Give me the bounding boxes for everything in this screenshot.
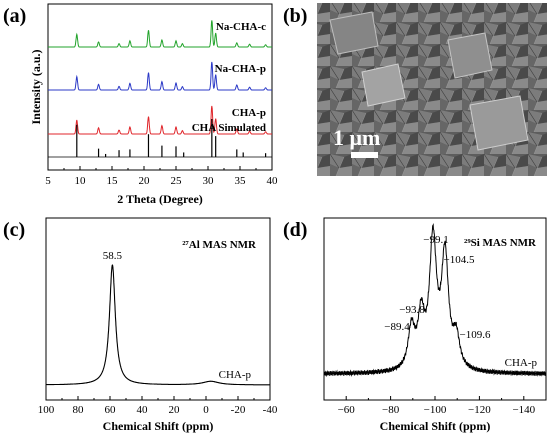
si-nmr-xtick-label: −80 <box>382 404 400 416</box>
si-nmr-spectrum-line <box>323 222 547 378</box>
al-nmr-xlabel: Chemical Shift (ppm) <box>103 419 214 433</box>
al-nmr-xtick-label: -20 <box>231 404 246 416</box>
si-nmr-peak-label: −89.4 <box>384 321 410 333</box>
sem-scale-label: 1 μm <box>333 125 380 150</box>
sem-scale-bar <box>351 152 378 158</box>
xrd-xtick-label: 30 <box>203 175 215 187</box>
sem-crystal-cube <box>361 63 406 107</box>
sem-crystal-cube <box>469 95 529 151</box>
al-nmr-peak-label: 58.5 <box>103 250 123 262</box>
xrd-xtick-label: 20 <box>139 175 151 187</box>
al-nmr-xtick-label: 100 <box>38 404 55 416</box>
si-nmr-peak-label: −109.6 <box>460 329 491 341</box>
xrd-series-label: Na-CHA-c <box>216 21 266 33</box>
si-nmr-xtick-label: −140 <box>512 404 535 416</box>
al-nmr-plot: 100 80 60 40 20 0 -20 -40 58.5 ²⁷Al MAS NMR CHA-… <box>38 217 278 433</box>
panel-label-a: (a) <box>3 5 26 27</box>
si-nmr-xtick-label: −60 <box>338 404 356 416</box>
al-nmr-title: ²⁷Al MAS NMR <box>182 239 257 251</box>
si-nmr-series-label: CHA-p <box>505 357 538 369</box>
sem-image: 1 μm <box>317 3 547 176</box>
xrd-series-label: Na-CHA-p <box>215 63 266 75</box>
si-nmr-xtick-label: −120 <box>468 404 491 416</box>
panel-label-c: (c) <box>3 219 25 241</box>
panel-label-d: (d) <box>283 219 307 241</box>
si-nmr-peak-label: −104.5 <box>444 254 475 266</box>
xrd-xlabel: 2 Theta (Degree) <box>117 192 203 206</box>
al-nmr-series-label: CHA-p <box>219 369 252 381</box>
sem-crystal-cube <box>329 11 379 55</box>
panel-label-b: (b) <box>283 5 307 27</box>
xrd-ylabel: Intensity (a.u.) <box>29 49 43 124</box>
si-nmr-peak-label: −93.8 <box>399 304 425 316</box>
si-nmr-xlabel: Chemical Shift (ppm) <box>380 419 491 433</box>
al-nmr-xtick-label: -40 <box>263 404 278 416</box>
al-nmr-xtick-label: 40 <box>137 404 149 416</box>
si-nmr-title: ²⁹Si MAS NMR <box>464 237 537 249</box>
xrd-xtick-label: 25 <box>171 175 183 187</box>
xrd-plot: 5 10 15 20 25 30 35 40 Na-CHA-c Na-CHA-p CHA-p CHA … <box>29 3 279 206</box>
al-nmr-spectrum-line <box>45 264 270 386</box>
sem-crystal-cube <box>447 32 493 79</box>
xrd-series-label: CHA-p <box>232 107 266 119</box>
si-nmr-xtick-label: −100 <box>424 404 447 416</box>
xrd-xtick-label: 5 <box>45 175 51 187</box>
xrd-xtick-label: 15 <box>107 175 119 187</box>
al-nmr-xtick-label: 20 <box>169 404 181 416</box>
al-nmr-xtick-label: 80 <box>73 404 85 416</box>
si-nmr-plot: −60 −80 −100 −120 −140 −89.4 −93.8 −99.1 −104.5 −… <box>323 217 547 433</box>
si-nmr-peak-label: −99.1 <box>423 234 448 246</box>
xrd-xtick-label: 10 <box>75 175 87 187</box>
al-nmr-xtick-label: 0 <box>203 404 209 416</box>
al-nmr-xtick-label: 60 <box>105 404 117 416</box>
xrd-series-line <box>48 105 272 135</box>
xrd-series-line <box>48 20 272 48</box>
xrd-series-line <box>48 61 272 91</box>
xrd-xtick-label: 35 <box>235 175 247 187</box>
xrd-series-label: CHA Simulated <box>192 122 266 134</box>
xrd-xtick-label: 40 <box>267 175 279 187</box>
